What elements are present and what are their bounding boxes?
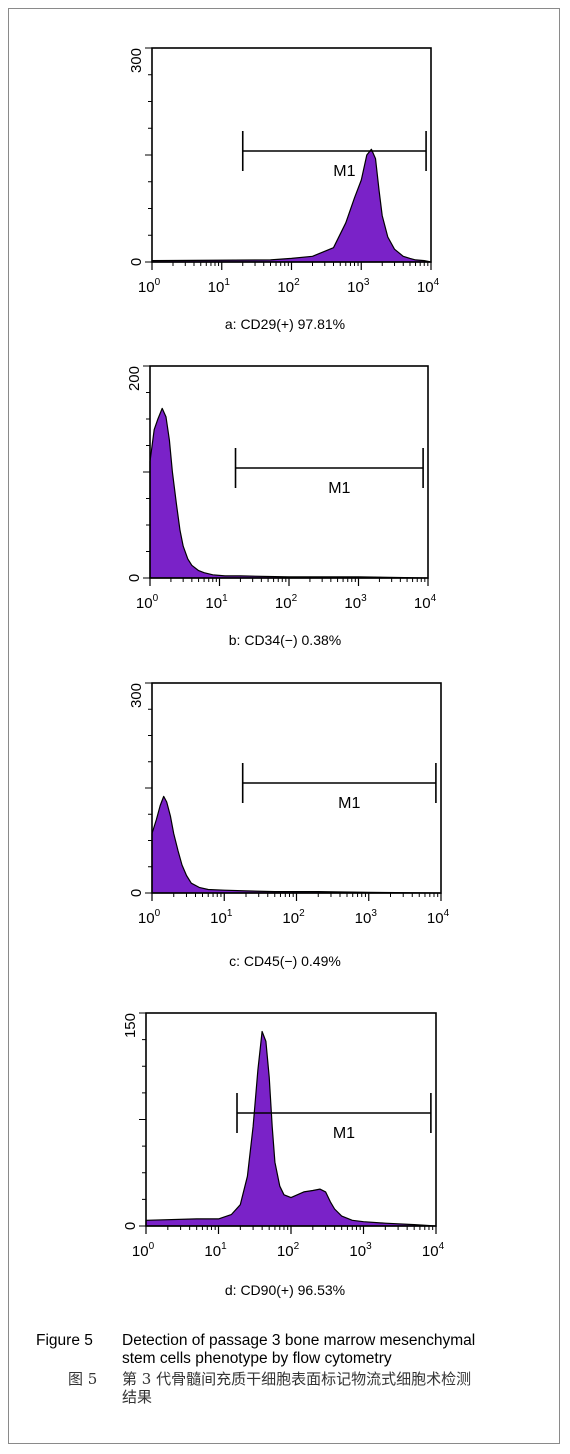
figure-caption-cn-line-1: 第 3 代骨髓间充质干细胞表面标记物流式细胞术检测	[122, 1370, 472, 1388]
histogram-panel-2: 100 101 102 103 104 0 200 M1	[126, 365, 437, 612]
plot-frame	[145, 1012, 437, 1227]
gate-label: M1	[333, 163, 355, 180]
figure-caption-line-2: stem cells phenotype by flow cytometry	[122, 1350, 392, 1367]
x-tick-label: 102	[277, 277, 300, 296]
gate-m1: M1	[241, 131, 427, 180]
gate-label: M1	[333, 1125, 355, 1142]
y-tick-label: 0	[126, 574, 143, 582]
histogram-panel-4: 100 101 102 103 104 0 150 M1	[122, 1012, 445, 1260]
histogram-area	[151, 795, 442, 894]
histogram-panel-1: 100 101 102 103 104 0 300 M1	[128, 47, 440, 296]
histogram-area	[145, 1030, 437, 1227]
x-tick-label: 104	[422, 1241, 445, 1260]
x-tick-label: 104	[427, 908, 450, 927]
y-tick-label: 300	[128, 48, 145, 73]
y-tick-label: 0	[122, 1222, 139, 1230]
figure-caption: Figure 5 Detection of passage 3 bone mar…	[36, 1332, 556, 1406]
x-tick-label: 100	[138, 277, 161, 296]
gate-m1: M1	[234, 448, 424, 497]
figure-frame	[8, 8, 560, 1444]
panel-a-caption: a: CD29(+) 97.81%	[224, 316, 346, 332]
plot-frame	[151, 47, 432, 263]
plot-frame	[151, 682, 442, 894]
figure-number-en: Figure 5	[36, 1332, 93, 1349]
histogram-area	[149, 407, 429, 579]
x-tick-label: 102	[277, 1241, 300, 1260]
figure-caption-line-1: Detection of passage 3 bone marrow mesen…	[122, 1332, 476, 1349]
x-tick-label: 103	[347, 277, 370, 296]
x-tick-label: 100	[132, 1241, 155, 1260]
y-tick-label: 300	[128, 683, 145, 708]
y-tick-label: 150	[122, 1013, 139, 1038]
histogram-area	[151, 148, 432, 263]
panel-c-caption: c: CD45(−) 0.49%	[229, 953, 341, 969]
x-tick-label: 100	[138, 908, 161, 927]
x-tick-label: 100	[136, 593, 159, 612]
y-tick-label: 0	[128, 258, 145, 266]
y-tick-label: 200	[126, 366, 143, 391]
gate-label: M1	[338, 795, 360, 812]
x-tick-label: 101	[204, 1241, 227, 1260]
panel-d-caption: d: CD90(+) 96.53%	[224, 1282, 346, 1298]
x-tick-label: 103	[344, 593, 367, 612]
figure-caption-cn-line-2: 结果	[122, 1388, 153, 1406]
x-tick-label: 103	[349, 1241, 372, 1260]
gate-m1: M1	[241, 763, 437, 812]
gate-label: M1	[328, 480, 350, 497]
panel-b-caption: b: CD34(−) 0.38%	[228, 632, 342, 648]
x-tick-label: 101	[205, 593, 228, 612]
histogram-panel-3: 100 101 102 103 104 0 300 M1	[128, 682, 450, 927]
y-tick-label: 0	[128, 889, 145, 897]
x-tick-label: 103	[355, 908, 378, 927]
gate-m1: M1	[236, 1093, 432, 1142]
plot-frame	[149, 365, 429, 579]
x-tick-label: 102	[275, 593, 298, 612]
x-tick-label: 101	[210, 908, 233, 927]
x-tick-label: 101	[208, 277, 231, 296]
x-tick-label: 104	[417, 277, 440, 296]
x-tick-label: 102	[282, 908, 305, 927]
x-tick-label: 104	[414, 593, 437, 612]
figure-number-cn: 图 5	[68, 1370, 98, 1388]
